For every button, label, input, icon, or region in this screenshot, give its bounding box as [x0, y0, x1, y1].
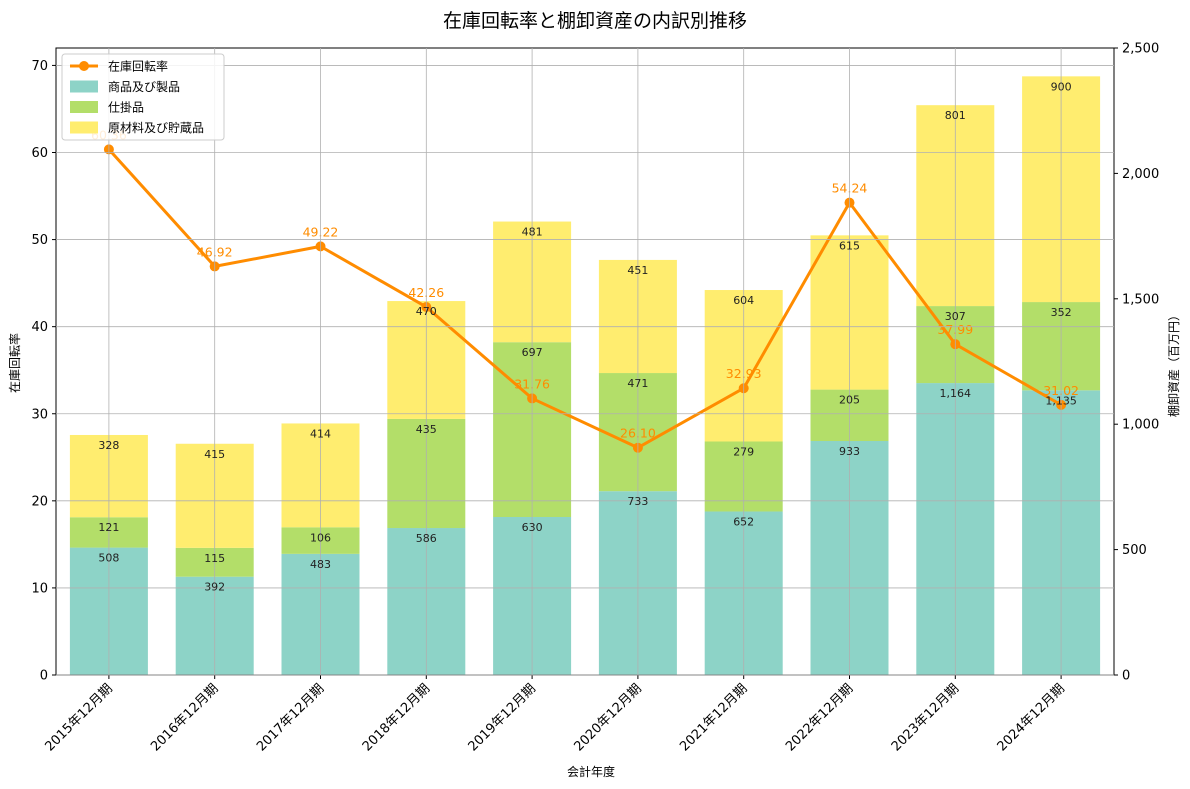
y-left-tick-label: 40 — [31, 320, 48, 335]
y-right-tick-label: 2,000 — [1122, 167, 1159, 182]
legend-swatch-bar — [70, 101, 98, 113]
bar-value-label: 415 — [204, 448, 225, 461]
bar-value-label: 205 — [839, 394, 860, 407]
legend-swatch-marker — [79, 61, 89, 71]
bar-value-label: 615 — [839, 239, 860, 252]
chart-title: 在庫回転率と棚卸資産の内訳別推移 — [443, 10, 747, 32]
x-tick-label: 2017年12月期 — [254, 681, 327, 754]
y-right-tick-label: 1,500 — [1122, 292, 1159, 307]
bar-value-label: 414 — [310, 427, 331, 440]
y-right-tick-label: 0 — [1122, 669, 1130, 684]
turnover-line — [107, 148, 1062, 450]
x-tick-label: 2022年12月期 — [783, 681, 856, 754]
bar-value-label: 279 — [733, 446, 754, 459]
x-tick-label: 2019年12月期 — [466, 681, 539, 754]
bar-value-label: 307 — [945, 310, 966, 323]
legend-label: 商品及び製品 — [108, 79, 180, 94]
x-tick-label: 2018年12月期 — [360, 681, 433, 754]
x-tick-label: 2020年12月期 — [571, 681, 644, 754]
bar-value-label: 652 — [733, 515, 754, 528]
bar-value-label: 392 — [204, 581, 225, 594]
bar-value-label: 435 — [416, 423, 437, 436]
y-right-tick-label: 2,500 — [1122, 42, 1159, 57]
y-right-tick-label: 500 — [1122, 543, 1147, 558]
bar-value-label: 352 — [1051, 306, 1072, 319]
y-axis-left-title: 在庫回転率 — [7, 333, 22, 393]
legend-swatch-bar — [70, 80, 98, 93]
bar-value-label: 801 — [945, 109, 966, 122]
bar-value-label: 900 — [1051, 80, 1072, 93]
y-left-tick-label: 20 — [31, 494, 48, 509]
bar-value-label: 481 — [522, 226, 543, 239]
legend-label: 在庫回転率 — [108, 59, 168, 74]
y-left-tick-label: 70 — [31, 59, 48, 74]
bar-value-label: 470 — [416, 305, 437, 318]
y-left-tick-label: 60 — [31, 146, 48, 161]
bar-value-label: 630 — [522, 521, 543, 534]
y-left-tick-label: 0 — [40, 669, 48, 684]
x-axis-title: 会計年度 — [567, 764, 615, 779]
legend-label: 原材料及び貯蔵品 — [108, 121, 204, 135]
bar-value-label: 483 — [310, 558, 331, 571]
bar-value-label: 733 — [627, 495, 648, 508]
bar-value-label: 1,164 — [940, 387, 972, 400]
bar-value-label: 328 — [98, 439, 119, 452]
bar-value-label: 471 — [627, 377, 648, 390]
bar-value-label: 115 — [204, 552, 225, 565]
bar-value-label: 1,135 — [1045, 394, 1077, 407]
legend-swatch-bar — [70, 121, 98, 134]
x-tick-label: 2021年12月期 — [677, 681, 750, 754]
bar-value-label: 697 — [522, 346, 543, 359]
y-right-tick-label: 1,000 — [1122, 418, 1159, 433]
bar-value-label: 586 — [416, 532, 437, 545]
x-tick-label: 2015年12月期 — [42, 681, 115, 754]
legend-label: 仕掛品 — [108, 100, 144, 115]
x-tick-label: 2024年12月期 — [995, 681, 1068, 754]
bar-value-label: 121 — [98, 521, 119, 534]
y-left-tick-label: 30 — [31, 407, 48, 422]
bar-value-label: 508 — [98, 552, 119, 565]
data-labels: 508 121 328 392 115 415 483 106 414 586 435 470 630 6… — [98, 80, 1076, 593]
x-tick-label: 2023年12月期 — [889, 681, 962, 754]
grid-lines — [56, 48, 1114, 676]
legend-box — [61, 53, 225, 141]
bar-value-label: 106 — [310, 531, 331, 544]
bar-value-label: 451 — [627, 264, 648, 277]
y-axis-right-title: 棚卸資産（百万円） — [1166, 309, 1181, 417]
bar-value-label: 933 — [839, 445, 860, 458]
bar-value-label: 604 — [733, 294, 754, 307]
y-left-tick-label: 50 — [31, 233, 48, 248]
x-tick-label: 2016年12月期 — [148, 681, 221, 754]
y-left-tick-label: 10 — [31, 581, 48, 596]
